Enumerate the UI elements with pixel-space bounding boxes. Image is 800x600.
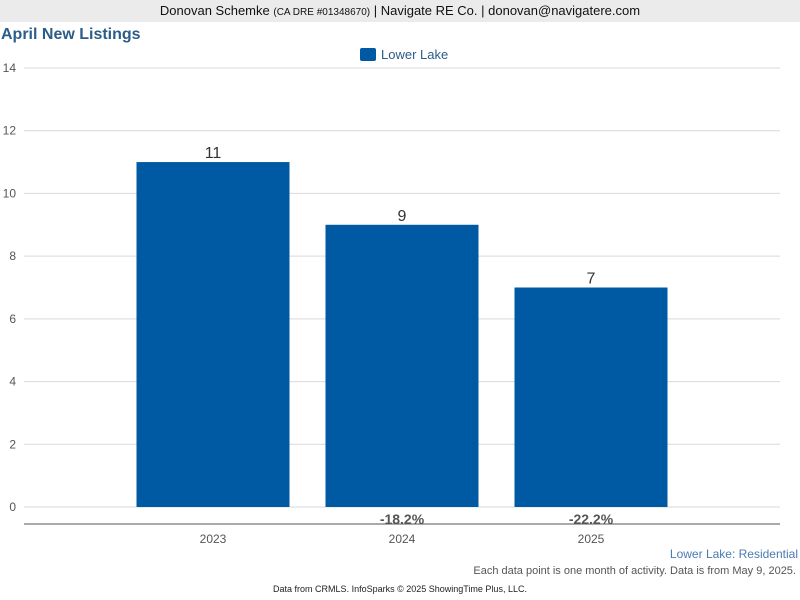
y-tick-label: 10	[3, 186, 17, 200]
x-tick-label: 2025	[578, 532, 605, 546]
x-tick-label: 2023	[200, 532, 227, 546]
bar-2025[interactable]	[514, 287, 668, 508]
bar-2023[interactable]	[136, 162, 290, 508]
y-tick-label: 2	[9, 437, 16, 451]
chart-title: April New Listings	[1, 26, 141, 43]
legend[interactable]: Lower Lake	[360, 46, 448, 62]
y-tick-label: 14	[3, 61, 17, 75]
agent-name: Donovan Schemke	[159, 3, 270, 18]
region-label[interactable]: Lower Lake: Residential	[669, 547, 798, 561]
data-credit: Data from CRMLS. InfoSparks © 2025 Showi…	[273, 584, 527, 594]
legend-label: Lower Lake	[381, 46, 449, 62]
legend-swatch	[360, 47, 376, 61]
data-label: 7	[587, 271, 596, 288]
agent-company-email: | Navigate RE Co. | donovan@navigatere.c…	[373, 3, 641, 18]
x-tick-label: 2024	[389, 532, 416, 546]
y-tick-label: 0	[9, 500, 16, 514]
bars: 11 9 -18.2% 7 -22.2%	[136, 145, 668, 527]
data-note: Each data point is one month of activity…	[473, 565, 796, 577]
y-tick-label: 6	[9, 312, 16, 326]
y-tick-label: 4	[9, 375, 16, 389]
agent-license: (CA DRE #01348670)	[273, 7, 371, 18]
y-tick-label: 8	[9, 249, 16, 263]
x-axis-ticks: 2023 2024 2025	[200, 532, 605, 546]
change-label: -22.2%	[569, 511, 614, 527]
bar-2024[interactable]	[325, 224, 479, 508]
data-label: 9	[398, 208, 407, 225]
change-label: -18.2%	[380, 511, 425, 527]
agent-header: Donovan Schemke (CA DRE #01348670) | Nav…	[0, 0, 800, 22]
data-label: 11	[205, 145, 222, 162]
y-axis-ticks: 0 2 4 6 8 10 12 14	[3, 61, 17, 514]
y-tick-label: 12	[3, 124, 17, 138]
